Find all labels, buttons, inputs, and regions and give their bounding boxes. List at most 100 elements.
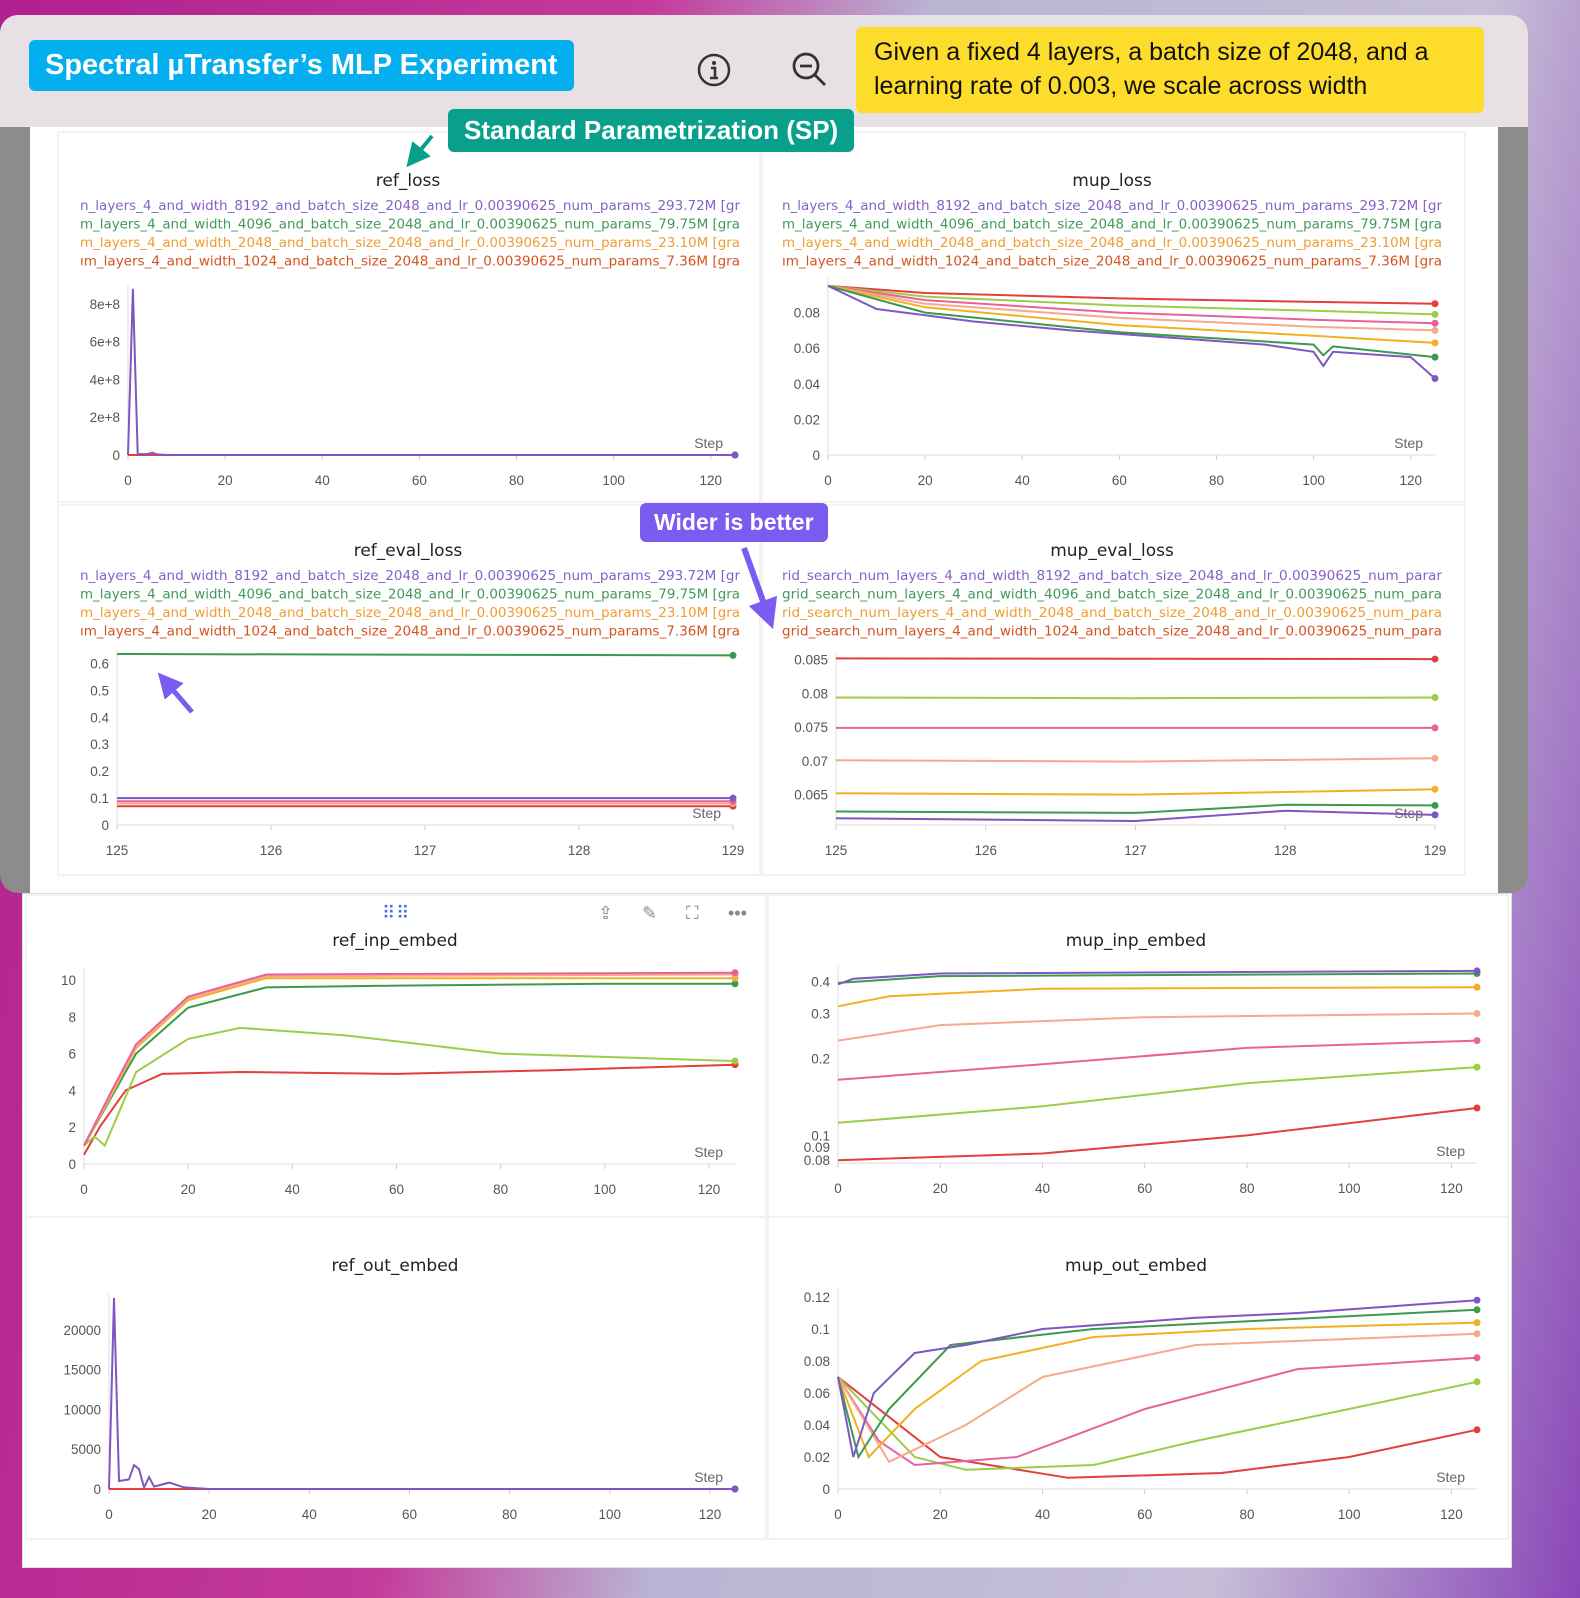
edit-icon[interactable]: ✎ [642, 903, 658, 923]
series-line[interactable] [83, 982, 735, 1147]
x-tick-label: 60 [402, 1507, 417, 1522]
legend-entry: grid_search_num_layers_4_and_width_1024_… [782, 624, 1442, 640]
y-tick-label: 0.08 [804, 1354, 830, 1369]
series-end-point [1431, 374, 1439, 382]
series-line[interactable] [127, 288, 735, 456]
series-end-point [1473, 1063, 1481, 1071]
series-end-point [731, 969, 739, 977]
drag-handle-icon[interactable]: ⠿⠿ [382, 903, 411, 923]
series-line[interactable] [827, 284, 1436, 332]
x-tick-label: 40 [315, 473, 330, 488]
chart-ref_out_embed: ref_out_embed 0 20 40 60 80 100 120 0 5000 10000 15… [25, 1216, 767, 1540]
series-end-point [1473, 967, 1481, 975]
series-line[interactable] [837, 972, 1478, 984]
sp-annotation: Standard Parametrization (SP) [448, 109, 855, 152]
series-end-point [1473, 1306, 1481, 1314]
series-line[interactable] [837, 1376, 1478, 1479]
info-icon[interactable] [696, 52, 732, 88]
series-line[interactable] [835, 657, 1436, 661]
y-tick-label: 0.08 [804, 1153, 830, 1168]
y-tick-label: 0.08 [794, 306, 820, 321]
y-tick-label: 0.02 [804, 1450, 830, 1465]
series-line[interactable] [837, 1299, 1478, 1458]
share-icon[interactable]: ⇪ [598, 903, 614, 923]
series-line[interactable] [108, 1297, 735, 1491]
series-end-point [1431, 724, 1439, 732]
x-tick-label: 127 [414, 843, 437, 858]
series-line[interactable] [837, 1356, 1478, 1467]
series-end-point [1473, 1104, 1481, 1112]
y-tick-label: 4e+8 [90, 372, 120, 387]
series-line[interactable] [827, 284, 1436, 305]
note-callout: Given a fixed 4 layers, a batch size of … [856, 27, 1484, 113]
legend-entry: n_layers_4_and_width_8192_and_batch_size… [782, 198, 1442, 214]
series-end-point [731, 451, 739, 459]
series-line[interactable] [827, 284, 1436, 359]
y-tick-label: 0.09 [804, 1140, 830, 1155]
series-end-point [1431, 310, 1439, 318]
chart-ref_inp_embed: ref_inp_embed 0 20 40 60 80 100 120 0 2 4 6 8 10 Step [25, 894, 767, 1218]
x-tick-label: 100 [599, 1507, 622, 1522]
series-line[interactable] [837, 1376, 1478, 1471]
y-tick-label: 5000 [71, 1442, 101, 1457]
x-tick-label: 20 [933, 1507, 948, 1522]
x-tick-label: 60 [389, 1182, 404, 1197]
zoom-out-icon[interactable] [790, 50, 830, 90]
y-tick-label: 15000 [63, 1363, 101, 1378]
legend-entry: rid_search_num_layers_4_and_width_2048_a… [782, 605, 1442, 621]
y-tick-label: 0.1 [811, 1128, 830, 1143]
series-line[interactable] [835, 809, 1436, 823]
fullscreen-icon[interactable]: ⛶ [686, 903, 699, 923]
chart-title: ref_loss [376, 171, 441, 191]
page-title: Spectral µTransfer’s MLP Experiment [29, 40, 574, 91]
series-line[interactable] [835, 803, 1436, 814]
series-end-point [1473, 1426, 1481, 1434]
legend-entry: m_layers_4_and_width_4096_and_batch_size… [80, 217, 740, 233]
legend-entry: m_layers_4_and_width_2048_and_batch_size… [782, 235, 1442, 251]
series-line[interactable] [837, 986, 1478, 1008]
series-line[interactable] [837, 1107, 1478, 1162]
series-line[interactable] [837, 1066, 1478, 1124]
series-line[interactable] [116, 653, 734, 657]
series-end-point [1473, 1319, 1481, 1327]
chart-mup_inp_embed: mup_inp_embed 0 20 40 60 80 100 120 0.080.090.1 0… [767, 894, 1509, 1218]
x-tick-label: 80 [1239, 1507, 1254, 1522]
series-line[interactable] [835, 696, 1436, 700]
legend-entry: ım_layers_4_and_width_1024_and_batch_siz… [782, 254, 1442, 270]
series-end-point [1473, 1009, 1481, 1017]
series-end-point [1431, 353, 1439, 361]
chart-title: ref_out_embed [332, 1256, 459, 1276]
series-end-point [1431, 801, 1439, 809]
y-tick-label: 0.1 [90, 791, 109, 806]
series-end-point [1473, 1037, 1481, 1045]
series-line[interactable] [837, 1321, 1478, 1459]
series-line[interactable] [837, 1332, 1478, 1464]
series-line[interactable] [827, 284, 1436, 325]
x-axis-label: Step [1436, 1143, 1465, 1159]
series-line[interactable] [837, 1012, 1478, 1042]
series-line[interactable] [837, 969, 1478, 986]
legend-entry: m_layers_4_and_width_4096_and_batch_size… [80, 587, 740, 603]
panel-frame [57, 131, 761, 503]
x-tick-label: 80 [1239, 1181, 1254, 1196]
x-axis-label: Step [694, 1144, 723, 1160]
series-end-point [731, 1057, 739, 1065]
series-line[interactable] [835, 788, 1436, 796]
x-tick-label: 0 [105, 1507, 113, 1522]
series-line[interactable] [827, 284, 1436, 380]
series-line[interactable] [837, 1308, 1478, 1460]
x-tick-label: 100 [594, 1182, 617, 1197]
chart-title: mup_inp_embed [1066, 931, 1206, 951]
series-line[interactable] [827, 284, 1436, 344]
series-line[interactable] [835, 757, 1436, 763]
series-line[interactable] [83, 1026, 736, 1148]
more-icon[interactable]: ••• [728, 903, 747, 923]
series-line[interactable] [827, 284, 1436, 316]
series-line[interactable] [83, 971, 736, 1147]
legend-entry: n_layers_4_and_width_8192_and_batch_size… [80, 198, 740, 214]
x-tick-label: 129 [722, 843, 745, 858]
series-end-point [1473, 1378, 1481, 1386]
y-tick-label: 0.06 [794, 341, 820, 356]
series-line[interactable] [837, 1039, 1478, 1081]
series-line[interactable] [83, 1063, 736, 1156]
